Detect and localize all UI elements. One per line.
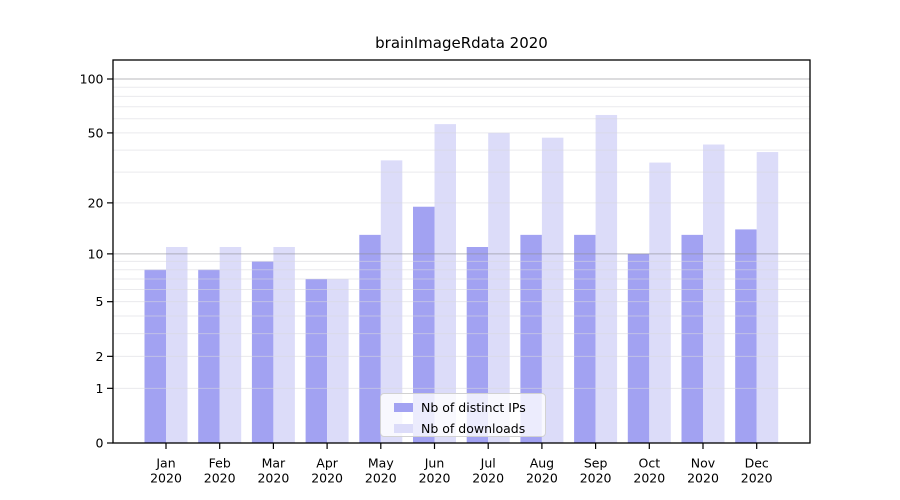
bar-downloads-oct: [649, 162, 671, 443]
x-axis-year-label: 2020: [526, 471, 558, 486]
bar-distinct-ips-oct: [627, 253, 650, 443]
plot-border: [112, 59, 811, 444]
bar-downloads-dec: [756, 152, 779, 444]
x-axis-month-label: Mar: [262, 456, 286, 471]
bar-distinct-ips-dec: [735, 229, 757, 443]
bar-downloads-apr: [327, 278, 349, 443]
y-axis-tick-label: 100: [80, 72, 104, 87]
bar-downloads-mar: [273, 247, 295, 443]
x-axis-month-label: Apr: [316, 456, 338, 471]
x-axis-month-label: Aug: [530, 456, 554, 471]
legend-swatch-downloads: [394, 423, 413, 433]
bar-distinct-ips-may: [359, 234, 381, 443]
x-axis-month-label: Jul: [480, 456, 496, 471]
bar-distinct-ips-mar: [251, 261, 274, 443]
y-axis-tick-label: 1: [96, 381, 104, 396]
legend-entry-distinct-ips: Nb of distinct IPs: [394, 398, 537, 416]
y-axis-tick-label: 2: [96, 349, 104, 364]
legend-entry-downloads: Nb of downloads: [394, 419, 537, 437]
y-axis-tick-label: 5: [96, 294, 104, 309]
bar-downloads-feb: [219, 247, 242, 443]
legend: Nb of distinct IPs Nb of downloads: [380, 393, 546, 437]
x-axis-year-label: 2020: [741, 471, 773, 486]
chart-title: brainImageRdata 2020: [375, 34, 548, 52]
x-axis-year-label: 2020: [204, 471, 236, 486]
bar-downloads-jul: [488, 132, 510, 443]
x-axis-year-label: 2020: [687, 471, 719, 486]
y-axis-tick-label: 50: [88, 125, 104, 140]
x-axis-month-label: Nov: [691, 456, 716, 471]
x-axis-year-label: 2020: [257, 471, 289, 486]
x-axis-month-label: Oct: [638, 456, 660, 471]
x-axis-year-label: 2020: [150, 471, 182, 486]
x-axis-year-label: 2020: [633, 471, 665, 486]
x-axis-month-label: Jan: [155, 456, 175, 471]
x-axis-year-label: 2020: [419, 471, 451, 486]
x-axis-year-label: 2020: [365, 471, 397, 486]
bar-downloads-jan: [166, 247, 188, 443]
bar-distinct-ips-jun: [413, 206, 435, 443]
x-axis-year-label: 2020: [472, 471, 504, 486]
bar-distinct-ips-aug: [520, 234, 542, 443]
x-axis-month-label: Sep: [584, 456, 608, 471]
legend-label-distinct-ips: Nb of distinct IPs: [421, 399, 526, 415]
legend-swatch-distinct-ips: [394, 402, 413, 412]
x-axis-year-label: 2020: [311, 471, 343, 486]
y-axis-tick-label: 10: [88, 246, 104, 261]
bar-distinct-ips-nov: [681, 234, 703, 443]
x-axis-year-label: 2020: [580, 471, 612, 486]
legend-label-downloads: Nb of downloads: [421, 420, 526, 436]
bar-downloads-jun: [434, 124, 456, 443]
y-axis-tick-label: 20: [88, 195, 104, 210]
bar-downloads-aug: [541, 137, 564, 443]
x-axis-month-label: Jun: [424, 456, 445, 471]
x-axis-month-label: Feb: [209, 456, 231, 471]
x-axis-month-label: Dec: [745, 456, 769, 471]
y-axis-tick-label: 0: [96, 436, 104, 451]
bar-downloads-nov: [703, 144, 725, 443]
bar-distinct-ips-sep: [574, 234, 596, 443]
x-axis-month-label: May: [368, 456, 394, 471]
bar-distinct-ips-apr: [305, 278, 328, 443]
